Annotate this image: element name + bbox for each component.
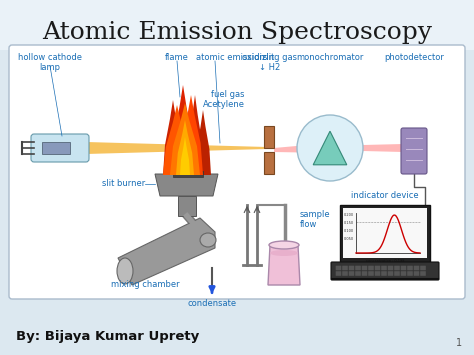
Polygon shape: [163, 105, 191, 175]
Text: 0.100: 0.100: [344, 229, 354, 233]
Text: By: Bijaya Kumar Uprety: By: Bijaya Kumar Uprety: [16, 330, 199, 343]
Text: 0.200: 0.200: [344, 213, 354, 217]
Text: mixing chamber: mixing chamber: [111, 280, 179, 289]
FancyBboxPatch shape: [349, 271, 354, 276]
Polygon shape: [195, 110, 211, 175]
FancyBboxPatch shape: [355, 271, 361, 276]
Text: oxidizing gas
↓ H2: oxidizing gas ↓ H2: [243, 53, 298, 72]
FancyBboxPatch shape: [349, 266, 354, 270]
FancyBboxPatch shape: [420, 266, 426, 270]
Circle shape: [297, 115, 363, 181]
FancyBboxPatch shape: [42, 142, 70, 154]
FancyBboxPatch shape: [336, 271, 341, 276]
Text: 0.050: 0.050: [344, 237, 354, 241]
Ellipse shape: [269, 241, 299, 249]
FancyBboxPatch shape: [368, 271, 374, 276]
FancyBboxPatch shape: [178, 196, 196, 216]
Text: 1: 1: [456, 338, 462, 348]
FancyBboxPatch shape: [414, 266, 419, 270]
FancyBboxPatch shape: [343, 208, 427, 258]
FancyBboxPatch shape: [381, 266, 387, 270]
Text: slit: slit: [263, 53, 275, 62]
FancyBboxPatch shape: [340, 205, 430, 263]
Text: atomic emission: atomic emission: [196, 53, 264, 62]
Text: sample
flow: sample flow: [300, 210, 331, 229]
Polygon shape: [118, 218, 215, 285]
Polygon shape: [170, 103, 200, 175]
Text: indicator device: indicator device: [351, 191, 419, 200]
FancyBboxPatch shape: [173, 171, 203, 177]
FancyBboxPatch shape: [0, 0, 474, 50]
FancyBboxPatch shape: [388, 266, 393, 270]
FancyBboxPatch shape: [401, 271, 406, 276]
FancyBboxPatch shape: [414, 271, 419, 276]
FancyBboxPatch shape: [331, 262, 439, 280]
FancyBboxPatch shape: [342, 266, 348, 270]
FancyBboxPatch shape: [420, 271, 426, 276]
FancyBboxPatch shape: [368, 266, 374, 270]
Polygon shape: [86, 142, 267, 154]
Polygon shape: [363, 144, 403, 152]
Polygon shape: [171, 85, 195, 175]
Polygon shape: [186, 95, 204, 175]
Polygon shape: [176, 120, 194, 175]
Polygon shape: [313, 131, 347, 165]
Polygon shape: [268, 245, 300, 285]
Polygon shape: [180, 137, 190, 175]
Text: photodetector: photodetector: [384, 53, 444, 62]
Polygon shape: [163, 100, 183, 175]
FancyBboxPatch shape: [388, 271, 393, 276]
Text: 0.150: 0.150: [344, 221, 354, 225]
FancyBboxPatch shape: [355, 266, 361, 270]
FancyBboxPatch shape: [9, 45, 465, 299]
FancyBboxPatch shape: [264, 152, 274, 174]
FancyBboxPatch shape: [407, 271, 413, 276]
FancyBboxPatch shape: [381, 271, 387, 276]
Polygon shape: [155, 174, 218, 196]
Polygon shape: [179, 95, 203, 175]
FancyBboxPatch shape: [401, 128, 427, 174]
Ellipse shape: [270, 250, 298, 256]
FancyBboxPatch shape: [336, 266, 341, 270]
FancyBboxPatch shape: [342, 271, 348, 276]
Text: monochromator: monochromator: [296, 53, 364, 62]
FancyBboxPatch shape: [375, 271, 380, 276]
Text: slit burner: slit burner: [102, 180, 145, 189]
FancyBboxPatch shape: [394, 266, 400, 270]
Ellipse shape: [117, 258, 133, 284]
Text: hollow cathode
lamp: hollow cathode lamp: [18, 53, 82, 72]
Ellipse shape: [200, 233, 216, 247]
FancyBboxPatch shape: [31, 134, 89, 162]
FancyBboxPatch shape: [375, 266, 380, 270]
FancyBboxPatch shape: [264, 126, 274, 148]
FancyBboxPatch shape: [407, 266, 413, 270]
Text: concentration : 0.198: concentration : 0.198: [366, 259, 404, 263]
Text: condensate: condensate: [187, 299, 237, 308]
Text: fuel gas
Acetylene: fuel gas Acetylene: [203, 90, 245, 109]
FancyBboxPatch shape: [362, 271, 367, 276]
Polygon shape: [274, 143, 330, 153]
FancyBboxPatch shape: [362, 266, 367, 270]
FancyBboxPatch shape: [401, 266, 406, 270]
Text: flame: flame: [165, 53, 189, 62]
FancyBboxPatch shape: [394, 271, 400, 276]
Text: Atomic Emission Spectroscopy: Atomic Emission Spectroscopy: [42, 21, 432, 44]
